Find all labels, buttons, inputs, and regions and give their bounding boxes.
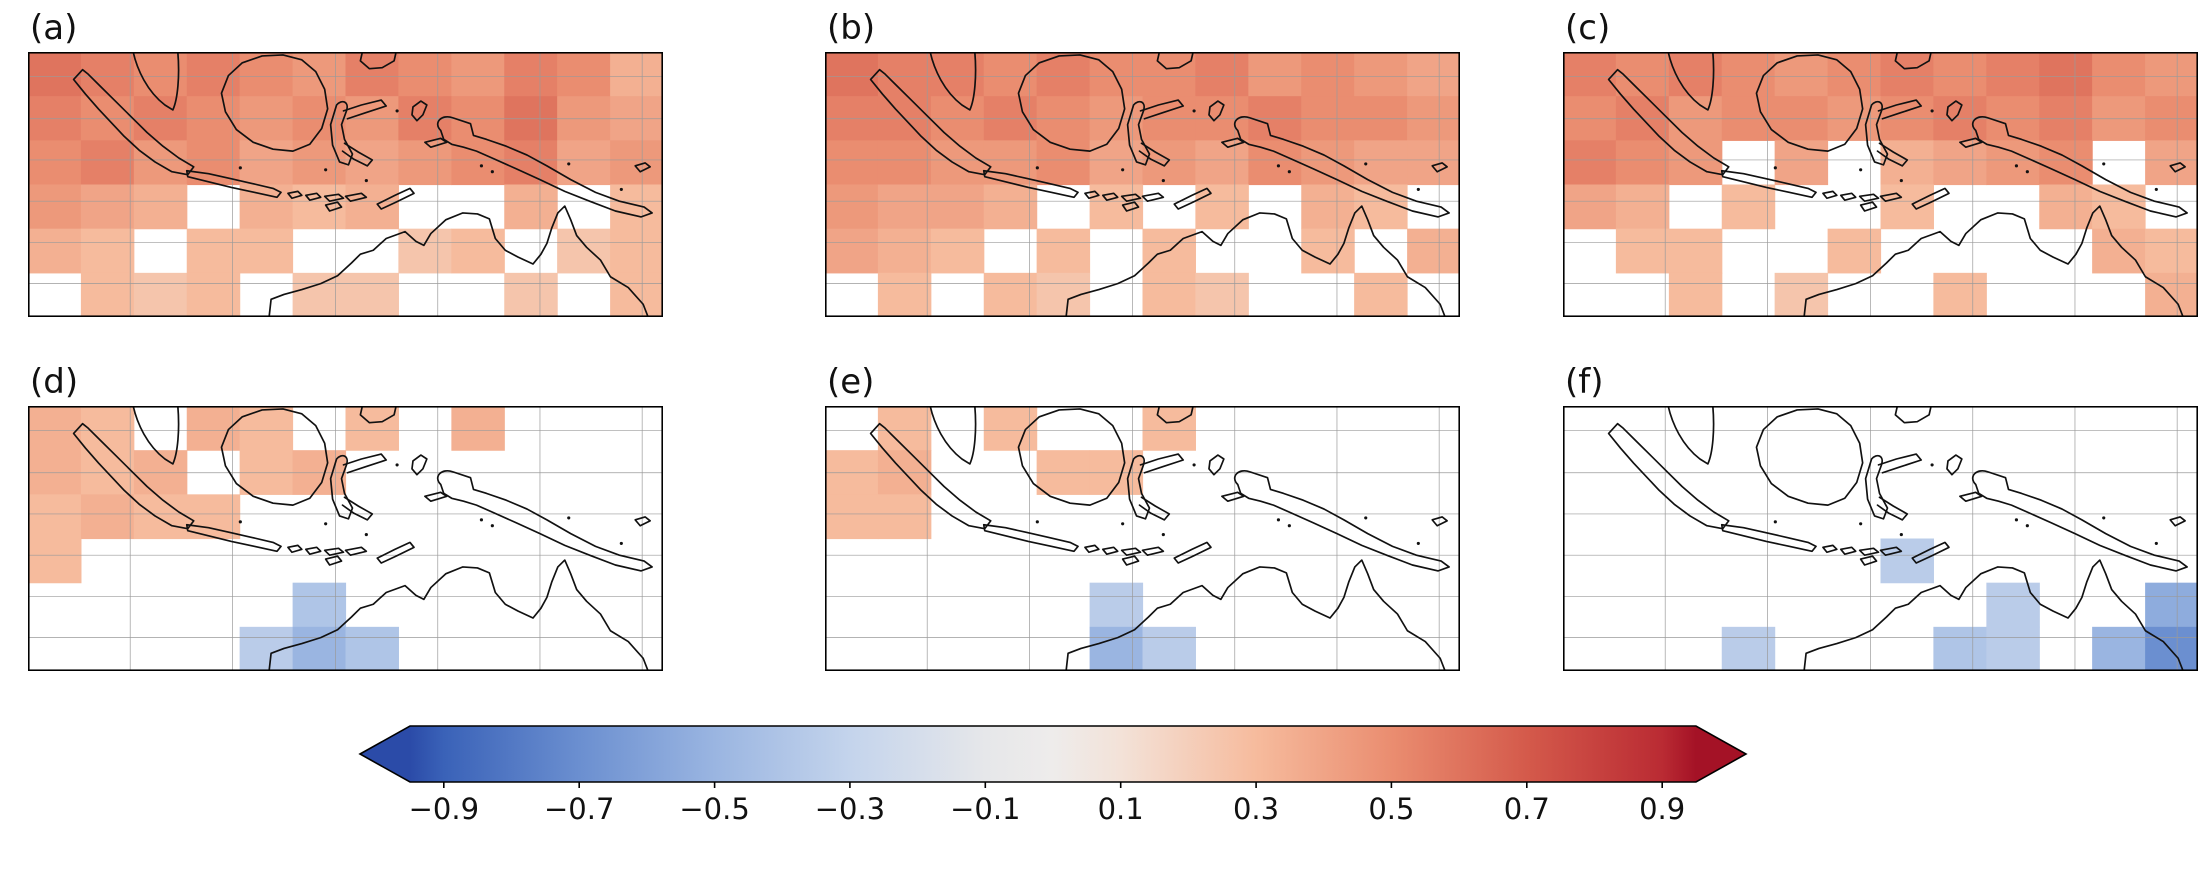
map-panel-a: (a) xyxy=(28,6,665,317)
colorbar-tick-labels: −0.9 −0.7 −0.5 −0.3 −0.1 0.1 0.3 0.5 0.7… xyxy=(358,792,1748,836)
colorbar-tick-label-3: −0.3 xyxy=(814,792,886,826)
colorbar-tick-label-0: −0.9 xyxy=(408,792,480,826)
colorbar-tick-label-2: −0.5 xyxy=(679,792,750,826)
colorbar-tick-label-6: 0.3 xyxy=(1232,792,1280,826)
panel-label-d: (d) xyxy=(30,362,79,402)
map-canvas-b xyxy=(825,52,1460,317)
map-canvas-e xyxy=(825,406,1460,671)
panel-label-b: (b) xyxy=(827,8,876,48)
panel-label-f: (f) xyxy=(1565,362,1604,402)
map-plot-area-d xyxy=(28,406,663,671)
colorbar: −0.9 −0.7 −0.5 −0.3 −0.1 0.1 0.3 0.5 0.7… xyxy=(358,724,1748,836)
panel-label-a: (a) xyxy=(30,8,78,48)
map-canvas-a xyxy=(28,52,663,317)
colorbar-tick-label-1: −0.7 xyxy=(543,792,615,826)
colorbar-tick-label-4: −0.1 xyxy=(950,792,1021,826)
map-panel-d: (d) xyxy=(28,360,665,671)
colorbar-tick-label-9: 0.9 xyxy=(1639,792,1686,826)
map-panel-e: (e) xyxy=(825,360,1462,671)
colorbar-tick-label-8: 0.7 xyxy=(1503,792,1550,826)
map-panel-f: (f) xyxy=(1563,360,2200,671)
map-plot-area-b xyxy=(825,52,1460,317)
map-canvas-c xyxy=(1563,52,2198,317)
map-canvas-d xyxy=(28,406,663,671)
map-panel-c: (c) xyxy=(1563,6,2200,317)
panel-label-e: (e) xyxy=(827,362,875,402)
colorbar-gradient xyxy=(358,725,1748,788)
panel-label-c: (c) xyxy=(1565,8,1611,48)
map-panel-b: (b) xyxy=(825,6,1462,317)
map-plot-area-e xyxy=(825,406,1460,671)
colorbar-tick-label-5: 0.1 xyxy=(1097,792,1144,826)
map-plot-area-a xyxy=(28,52,663,317)
map-canvas-f xyxy=(1563,406,2198,671)
colorbar-tick-label-7: 0.5 xyxy=(1368,792,1415,826)
map-plot-area-f xyxy=(1563,406,2198,671)
map-plot-area-c xyxy=(1563,52,2198,317)
